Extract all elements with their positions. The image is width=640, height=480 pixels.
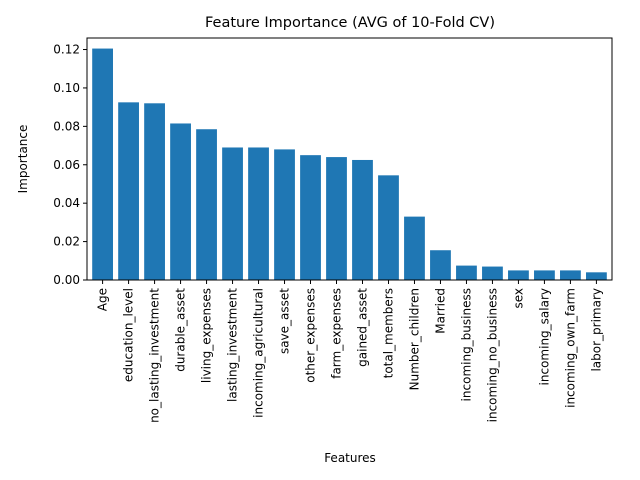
bar-other-expenses	[300, 155, 321, 280]
bar-durable-asset	[170, 123, 191, 280]
bar-save-asset	[274, 149, 295, 280]
x-tick-label: education_level	[122, 288, 136, 382]
bar-age	[92, 48, 113, 281]
bars	[92, 48, 607, 281]
bar-incoming-business	[456, 265, 477, 280]
y-axis: 0.00 0.02 0.04 0.06 0.08 0.10 0.12	[53, 43, 87, 287]
x-tick-label: Age	[96, 288, 110, 311]
y-tick-label: 0.06	[53, 158, 80, 172]
y-tick-label: 0.10	[53, 81, 80, 95]
x-axis: Age education_level no_lasting_investment d…	[96, 280, 603, 423]
bar-married	[430, 250, 451, 280]
x-tick-label: Number_children	[407, 288, 421, 390]
x-tick-label: incoming_own_farm	[563, 288, 577, 408]
bar-incoming-own-farm	[560, 270, 581, 280]
x-tick-label: Married	[433, 288, 447, 334]
bar-living-expenses	[196, 129, 217, 280]
x-axis-label: Features	[324, 451, 376, 465]
x-tick-label: farm_expenses	[330, 288, 344, 379]
x-tick-label: incoming_business	[459, 288, 473, 401]
bar-number-children	[404, 216, 425, 280]
x-tick-label: labor_primary	[589, 288, 603, 372]
chart-title: Feature Importance (AVG of 10-Fold CV)	[205, 15, 495, 31]
x-tick-label: incoming_agricultural	[252, 288, 266, 418]
y-tick-label: 0.08	[53, 119, 80, 133]
bar-gained-asset	[352, 159, 373, 280]
y-tick-label: 0.02	[53, 235, 80, 249]
bar-education-level	[118, 102, 139, 280]
bar-sex	[508, 270, 529, 280]
y-axis-label: Importance	[16, 125, 30, 194]
y-tick-label: 0.12	[53, 43, 80, 57]
bar-total-members	[378, 175, 399, 280]
bar-incoming-no-business	[482, 266, 503, 280]
y-tick-label: 0.00	[53, 273, 80, 287]
bar-labor-primary	[586, 272, 607, 280]
bar-farm-expenses	[326, 157, 347, 280]
x-tick-label: incoming_no_business	[485, 288, 499, 422]
x-tick-label: save_asset	[278, 288, 292, 354]
y-tick-label: 0.04	[53, 196, 80, 210]
x-tick-label: incoming_salary	[537, 288, 551, 385]
x-tick-label: sex	[511, 288, 525, 309]
bar-incoming-salary	[534, 270, 555, 280]
x-tick-label: other_expenses	[304, 288, 318, 383]
bar-incoming-agricultural	[248, 147, 269, 280]
x-tick-label: gained_asset	[356, 288, 370, 367]
x-tick-label: durable_asset	[174, 288, 188, 372]
bar-lasting-investment	[222, 147, 243, 280]
x-tick-label: lasting_investment	[226, 288, 240, 402]
x-tick-label: living_expenses	[200, 288, 214, 383]
bar-no-lasting-investment	[144, 103, 165, 280]
x-tick-label: total_members	[381, 288, 395, 378]
plot-frame	[86, 37, 613, 281]
x-tick-label: no_lasting_investment	[148, 288, 162, 423]
